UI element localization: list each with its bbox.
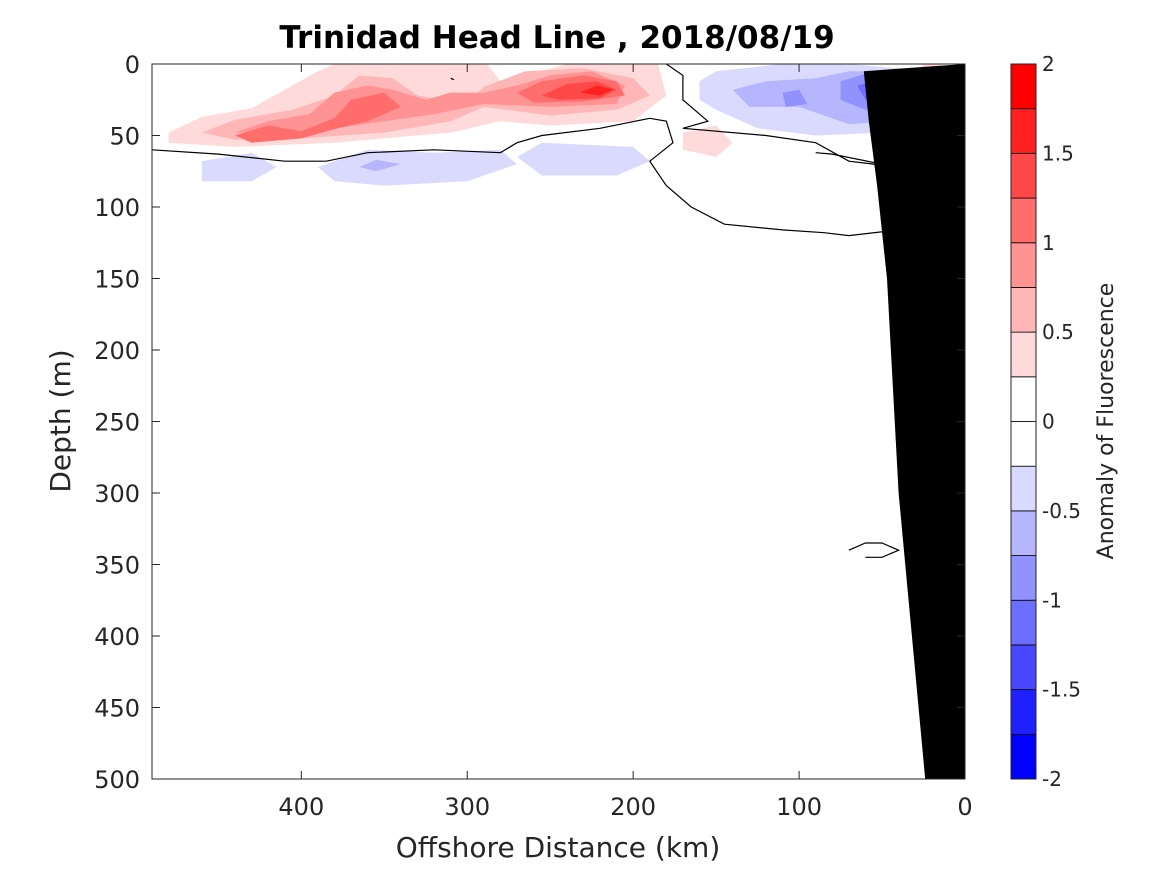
anomaly-region-6	[580, 85, 614, 96]
colorbar-band	[1010, 421, 1037, 467]
colorbar-band	[1010, 465, 1037, 512]
seafloor	[863, 64, 965, 779]
x-tick-label: 0	[957, 793, 972, 821]
colorbar-band	[1010, 63, 1037, 110]
y-tick-label: 400	[94, 623, 140, 651]
colorbar-tick-label: -1	[1042, 588, 1062, 612]
colorbar-band	[1010, 733, 1037, 780]
colorbar-tick-label: 0	[1042, 410, 1055, 434]
anomaly-region-18	[517, 142, 650, 176]
x-axis-label: Offshore Distance (km)	[396, 831, 721, 864]
colorbar-band	[1010, 108, 1037, 154]
colorbar-tick-label: 1	[1042, 231, 1055, 255]
bathymetry	[863, 64, 965, 779]
anomaly-region-2	[235, 71, 625, 133]
y-tick-label: 350	[94, 552, 140, 580]
y-tick-label: 150	[94, 266, 140, 294]
y-tick-label: 500	[94, 766, 140, 794]
plot-area	[152, 64, 965, 779]
colorbar-tick-label: -1.5	[1042, 678, 1081, 702]
x-tick-label: 200	[610, 793, 656, 821]
colorbar-tick-label: 1.5	[1042, 141, 1074, 165]
y-tick-label: 200	[94, 337, 140, 365]
y-tick-label: 0	[125, 51, 140, 79]
colorbar-band	[1010, 197, 1037, 244]
colorbar: 2 1.5 1 0.5 0 -0.5 -1 -1.5 -2	[1010, 52, 1081, 791]
chart-title: Trinidad Head Line , 2018/08/19	[279, 20, 834, 56]
colorbar-band	[1010, 555, 1037, 601]
colorbar-band	[1010, 287, 1037, 333]
x-axis: 400 300 200 100 0	[278, 64, 973, 821]
y-axis-label: Depth (m)	[44, 349, 77, 492]
anomaly-region-10	[782, 89, 808, 107]
colorbar-tick-label: 0.5	[1042, 320, 1074, 344]
x-tick-label: 100	[776, 793, 822, 821]
colorbar-label: Anomaly of Fluorescence	[1094, 283, 1119, 560]
y-tick-label: 50	[109, 123, 140, 151]
y-tick-label: 450	[94, 695, 140, 723]
colorbar-band	[1010, 644, 1037, 691]
anomaly-region-16	[317, 149, 517, 186]
colorbar-band	[1010, 510, 1037, 556]
y-tick-label: 250	[94, 409, 140, 437]
zero-contour-3	[450, 77, 455, 81]
colorbar-tick-label: -0.5	[1042, 499, 1081, 523]
anomaly-region-7	[682, 125, 733, 157]
anomaly-region-3	[235, 92, 401, 143]
y-axis: 0 50 100 150 200 250 300 350 400 450 500	[94, 51, 965, 794]
colorbar-band	[1010, 331, 1037, 378]
colorbar-band	[1010, 242, 1037, 288]
y-tick-label: 100	[94, 194, 140, 222]
x-tick-label: 300	[444, 793, 490, 821]
zero-contour-2	[848, 542, 901, 558]
colorbar-band	[1010, 689, 1037, 735]
colorbar-tick-label: 2	[1042, 52, 1055, 76]
colorbar-band	[1010, 599, 1037, 646]
anomaly-region-15	[201, 152, 277, 182]
x-tick-label: 400	[278, 793, 324, 821]
anomaly-region-17	[359, 159, 401, 172]
colorbar-band	[1010, 376, 1037, 422]
colorbar-band	[1010, 152, 1037, 199]
colorbar-tick-label: -2	[1042, 767, 1062, 791]
y-tick-label: 300	[94, 480, 140, 508]
